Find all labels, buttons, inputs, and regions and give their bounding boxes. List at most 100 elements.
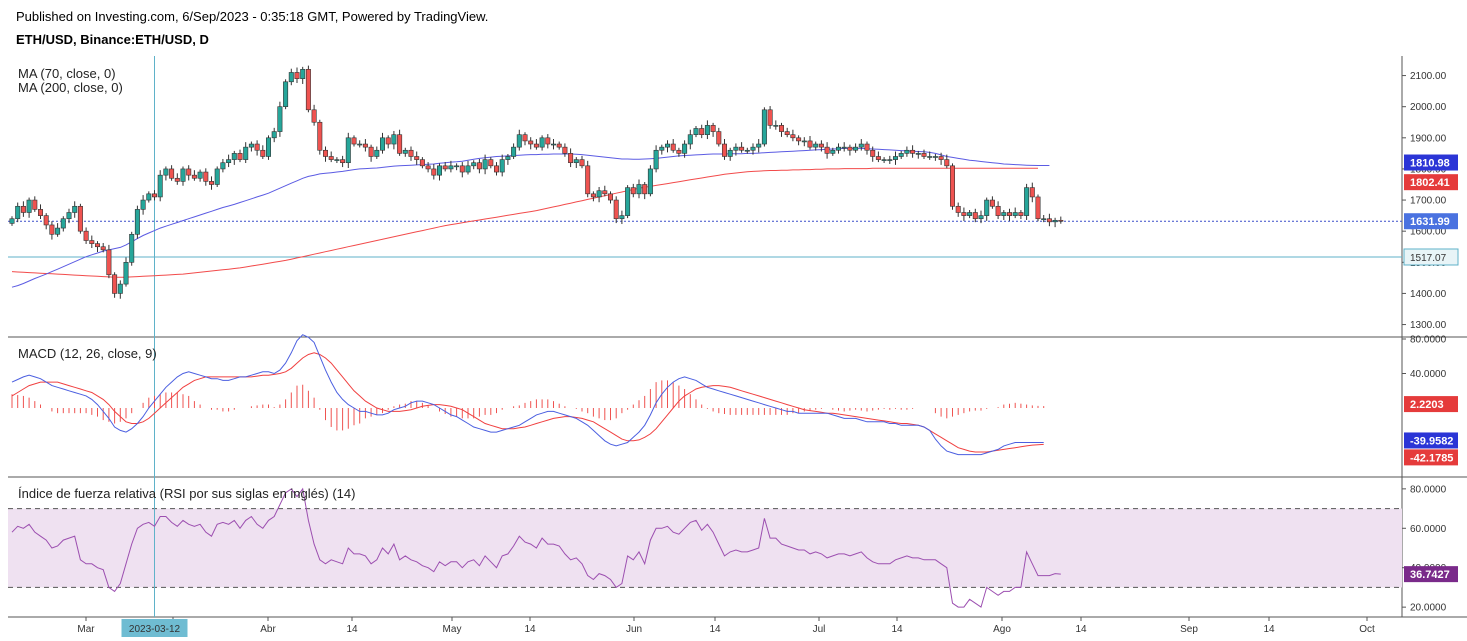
- candle-body: [619, 215, 625, 220]
- candle-body: [49, 224, 55, 235]
- candle-body: [562, 146, 568, 154]
- candle-body: [625, 187, 631, 216]
- x-tick-label: 14: [1075, 624, 1087, 635]
- candle-body: [853, 146, 859, 151]
- candle-body: [556, 143, 562, 148]
- candle-body: [693, 128, 699, 135]
- candle-body: [368, 146, 374, 157]
- candle-body: [904, 149, 910, 154]
- candle-body: [180, 168, 186, 182]
- x-tick-label: Mar: [77, 624, 95, 635]
- candle-body: [602, 190, 608, 195]
- candle-body: [197, 171, 203, 179]
- candle-body: [972, 212, 978, 220]
- candle-body: [585, 165, 591, 195]
- candle-body: [898, 153, 904, 157]
- candle-body: [892, 156, 898, 160]
- candle-body: [773, 125, 779, 127]
- candle-body: [493, 165, 499, 173]
- candle-body: [448, 165, 454, 170]
- candle-body: [995, 205, 1001, 216]
- candle-body: [528, 140, 534, 145]
- candle-body: [419, 159, 425, 167]
- candle-body: [1035, 196, 1041, 220]
- candle-body: [186, 168, 192, 176]
- candle-body: [659, 146, 665, 151]
- candle-body: [77, 205, 83, 232]
- candle-body: [807, 140, 813, 148]
- candle-body: [425, 165, 431, 170]
- candle-body: [83, 230, 89, 241]
- published-caption: Published on Investing.com, 6/Sep/2023 -…: [16, 9, 489, 24]
- candle-body: [590, 193, 596, 198]
- candle-body: [596, 190, 602, 198]
- candle-body: [112, 274, 118, 294]
- rsi-legend: Índice de fuerza relativa (RSI por sus s…: [18, 486, 356, 501]
- candle-body: [636, 184, 642, 195]
- rsi-tag-bg: [1404, 566, 1458, 583]
- price-tick-label: 1900.00: [1410, 133, 1447, 144]
- candle-body: [664, 143, 670, 148]
- candle-body: [796, 137, 802, 142]
- candle-body: [550, 143, 556, 146]
- candle-body: [340, 159, 346, 164]
- candle-body: [209, 181, 215, 185]
- ma70-tag-bg: [1404, 154, 1458, 171]
- candle-body: [858, 143, 864, 148]
- candle-body: [1024, 187, 1030, 216]
- x-tick-label: Abr: [260, 624, 276, 635]
- candle-body: [134, 209, 140, 235]
- candle-body: [1018, 212, 1024, 216]
- price-tick-label: 2000.00: [1410, 102, 1447, 113]
- candle-body: [106, 249, 112, 276]
- candle-body: [733, 146, 739, 151]
- candle-body: [533, 143, 539, 148]
- candle-body: [471, 162, 477, 167]
- price-tick-label: 1700.00: [1410, 196, 1447, 207]
- rsi-tick-label: 60.0000: [1410, 524, 1447, 535]
- candle-body: [647, 168, 653, 195]
- candle-body: [362, 143, 368, 148]
- candle-body: [875, 156, 881, 160]
- candle-body: [716, 131, 722, 145]
- candle-body: [476, 162, 482, 170]
- candle-body: [1052, 219, 1058, 223]
- x-tick-label: 14: [524, 624, 536, 635]
- candle-body: [778, 125, 784, 132]
- candle-body: [214, 168, 220, 185]
- candle-body: [989, 199, 995, 207]
- candle-body: [1058, 219, 1064, 222]
- candle-body: [932, 156, 938, 158]
- candle-body: [961, 212, 967, 216]
- crosshair-date-tag-bg: [121, 619, 188, 637]
- candle-body: [283, 81, 289, 107]
- macd-legend: MACD (12, 26, close, 9): [18, 346, 157, 361]
- candle-body: [26, 199, 32, 213]
- candle-body: [750, 146, 756, 151]
- candle-body: [813, 143, 819, 148]
- candle-body: [32, 199, 38, 210]
- macd-tag: -39.9582: [1410, 435, 1453, 447]
- ma200-line: [11, 167, 1038, 278]
- x-tick-label: Oct: [1359, 624, 1375, 635]
- last-price-tag: 1631.99: [1410, 216, 1450, 228]
- candle-body: [146, 193, 152, 201]
- candle-body: [357, 143, 363, 146]
- candle-body: [870, 149, 876, 157]
- candle-body: [910, 149, 916, 154]
- candle-body: [100, 246, 106, 251]
- candle-body: [704, 125, 710, 135]
- candle-body: [55, 227, 61, 235]
- candle-body: [915, 153, 921, 155]
- candle-body: [499, 159, 505, 173]
- candle-body: [260, 149, 266, 157]
- rsi-tick-label: 80.0000: [1410, 484, 1447, 495]
- candle-body: [887, 159, 893, 161]
- candle-body: [761, 109, 767, 145]
- candle-body: [322, 149, 328, 157]
- candle-body: [431, 168, 437, 176]
- candle-body: [95, 243, 101, 248]
- candle-body: [231, 153, 237, 160]
- candle-body: [288, 72, 294, 83]
- symbol-title: ETH/USD, Binance:ETH/USD, D: [16, 32, 209, 47]
